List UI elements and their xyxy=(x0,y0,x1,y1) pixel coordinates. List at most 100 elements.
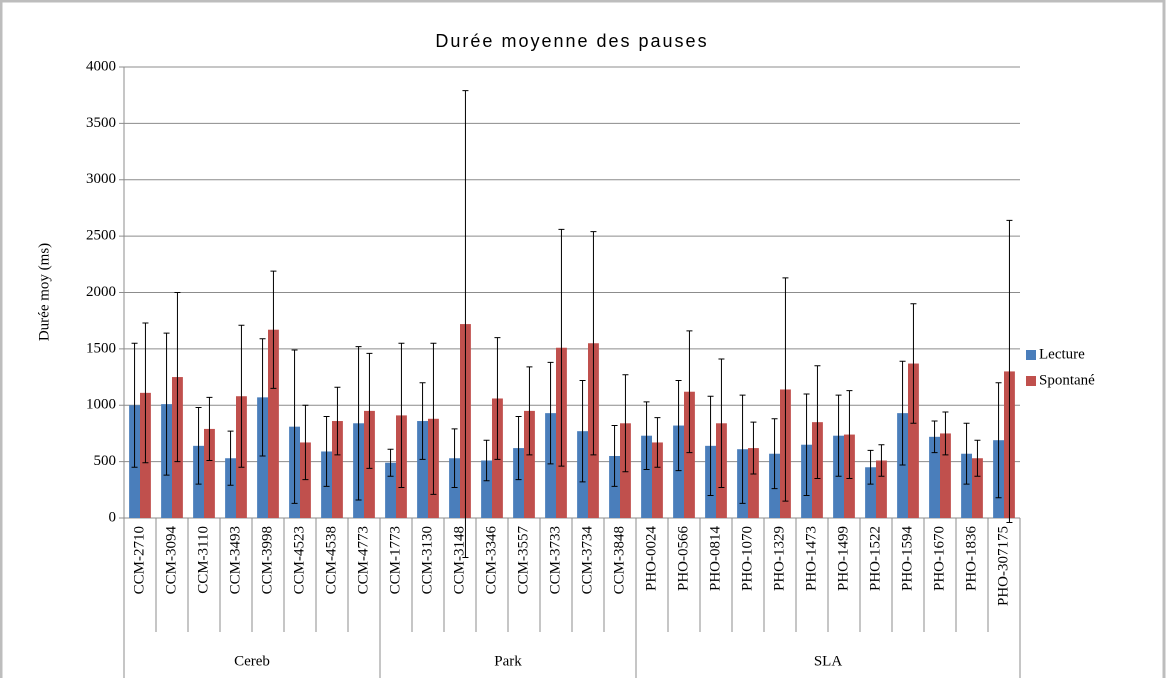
bar xyxy=(641,435,652,518)
y-tick-label: 3500 xyxy=(86,115,116,131)
legend-swatch xyxy=(1026,376,1036,386)
legend-swatch xyxy=(1026,350,1036,360)
error-bar xyxy=(142,322,149,464)
error-bar xyxy=(782,277,789,502)
error-bar xyxy=(323,416,330,487)
x-tick-label: CCM-3346 xyxy=(483,526,499,595)
bar xyxy=(684,391,695,518)
error-bar xyxy=(430,342,437,495)
error-bar xyxy=(622,374,629,473)
x-tick-label: CCM-3998 xyxy=(259,526,275,594)
x-tick-label: PHO-1070 xyxy=(739,526,755,591)
error-bar xyxy=(899,360,906,466)
error-bar xyxy=(878,444,885,477)
x-tick-label: PHO-1836 xyxy=(963,526,979,592)
bar xyxy=(417,421,428,518)
x-tick-label: CCM-3493 xyxy=(227,526,243,594)
error-bar xyxy=(750,421,757,475)
error-bar xyxy=(739,394,746,504)
x-tick-label: PHO-0566 xyxy=(675,526,691,592)
y-tick-label: 0 xyxy=(109,509,117,525)
error-bar xyxy=(206,396,213,461)
legend-label: Lecture xyxy=(1039,346,1085,362)
x-tick-label: PHO-1473 xyxy=(803,526,819,591)
bar xyxy=(833,435,844,518)
bar xyxy=(524,410,535,518)
bar xyxy=(897,413,908,518)
group-label: Park xyxy=(494,653,522,669)
error-bar xyxy=(675,379,682,472)
error-bar xyxy=(238,324,245,468)
x-tick-label: PHO-1594 xyxy=(899,526,915,592)
x-tick-label: PHO-1522 xyxy=(867,526,883,591)
error-bar xyxy=(643,401,650,471)
bar xyxy=(876,460,887,518)
error-bar xyxy=(494,337,501,460)
y-axis-label: Durée moy (ms) xyxy=(36,243,52,341)
bar xyxy=(449,458,460,518)
error-bar xyxy=(419,382,426,460)
error-bar xyxy=(995,382,1002,499)
error-bar xyxy=(547,361,554,465)
error-bar xyxy=(515,416,522,481)
x-tick-label: CCM-3148 xyxy=(451,526,467,594)
error-bar xyxy=(963,422,970,485)
error-bar xyxy=(707,395,714,496)
x-tick-label: PHO-1329 xyxy=(771,526,787,591)
error-bar xyxy=(974,439,981,477)
bar xyxy=(972,458,983,518)
error-bar xyxy=(867,449,874,485)
group-label: SLA xyxy=(814,653,843,669)
error-bar xyxy=(462,90,469,558)
bar xyxy=(481,460,492,518)
bar xyxy=(865,467,876,518)
y-tick-label: 1500 xyxy=(86,340,116,356)
group-label: Cereb xyxy=(234,653,270,669)
x-tick-label: CCM-4773 xyxy=(355,526,371,594)
error-bar xyxy=(291,349,298,504)
error-bar xyxy=(451,428,458,489)
bar xyxy=(385,462,396,518)
error-bar xyxy=(195,407,202,485)
error-bar xyxy=(334,386,341,456)
error-bar xyxy=(590,231,597,456)
x-tick-label: PHO-0814 xyxy=(707,526,723,592)
x-tick-label: CCM-3094 xyxy=(163,526,179,595)
error-bar xyxy=(910,303,917,424)
y-tick-label: 4000 xyxy=(86,58,116,74)
error-bar xyxy=(1006,219,1013,524)
x-tick-label: CCM-3848 xyxy=(611,526,627,594)
y-tick-label: 500 xyxy=(94,453,117,469)
error-bar xyxy=(835,394,842,477)
x-tick-label: CCM-2710 xyxy=(131,526,147,594)
x-tick-label: CCM-4538 xyxy=(323,526,339,594)
error-bar xyxy=(398,342,405,489)
bar xyxy=(748,448,759,518)
chart-title: Durée moyenne des pauses xyxy=(435,31,708,51)
bar xyxy=(257,397,268,518)
bar xyxy=(940,433,951,518)
error-bar xyxy=(771,418,778,490)
error-bar xyxy=(355,346,362,501)
error-bar xyxy=(803,393,810,496)
bar xyxy=(225,458,236,518)
x-tick-label: CCM-3130 xyxy=(419,526,435,594)
error-bar xyxy=(718,358,725,489)
error-bar xyxy=(270,270,277,389)
x-tick-label: PHO-307175 xyxy=(995,526,1011,606)
bar xyxy=(908,363,919,518)
x-tick-label: CCM-3733 xyxy=(547,526,563,594)
error-bar xyxy=(259,338,266,457)
error-bar xyxy=(366,352,373,469)
x-tick-label: PHO-0024 xyxy=(643,526,659,592)
error-bar xyxy=(163,332,170,476)
x-tick-label: CCM-4523 xyxy=(291,526,307,594)
error-bar xyxy=(686,330,693,454)
error-bar xyxy=(931,420,938,454)
y-tick-label: 3000 xyxy=(86,171,116,187)
x-tick-label: PHO-1670 xyxy=(931,526,947,591)
error-bar xyxy=(942,411,949,456)
error-bar xyxy=(579,379,586,483)
